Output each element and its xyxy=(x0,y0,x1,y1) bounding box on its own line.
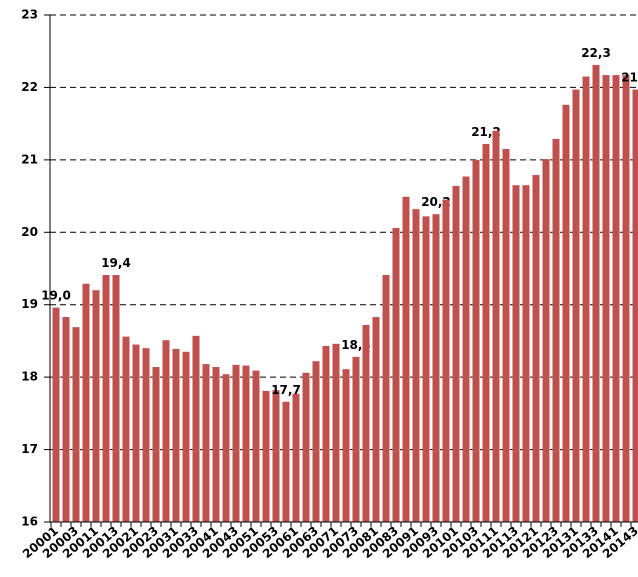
bar xyxy=(572,89,580,522)
bar xyxy=(242,365,250,522)
bar xyxy=(292,393,300,522)
bar xyxy=(362,324,370,522)
bar xyxy=(462,176,470,522)
bar xyxy=(112,275,120,522)
bar xyxy=(342,369,350,522)
bar xyxy=(272,390,280,522)
data-label: 22,3 xyxy=(581,46,611,60)
y-tick-label: 16 xyxy=(21,515,38,529)
bar xyxy=(442,199,450,522)
y-tick-label: 20 xyxy=(21,225,38,239)
bar xyxy=(622,75,630,522)
bar xyxy=(412,209,420,522)
bar xyxy=(162,340,170,522)
bar xyxy=(612,75,620,522)
bar xyxy=(222,374,230,522)
bar xyxy=(452,185,460,522)
y-tick-label: 18 xyxy=(21,370,38,384)
bar xyxy=(82,283,90,522)
bar xyxy=(582,76,590,523)
bar xyxy=(542,159,550,522)
bar xyxy=(502,148,510,522)
bar xyxy=(472,159,480,522)
bar xyxy=(352,356,360,522)
bar xyxy=(332,343,340,522)
bar xyxy=(262,390,270,522)
bar xyxy=(432,214,440,522)
bar xyxy=(92,290,100,522)
bar xyxy=(482,143,490,522)
bar xyxy=(192,335,200,522)
bar xyxy=(382,275,390,522)
bar xyxy=(492,130,500,522)
bar xyxy=(632,89,638,522)
bar xyxy=(562,104,570,522)
data-label: 19,4 xyxy=(101,256,131,270)
y-tick-label: 17 xyxy=(21,442,38,456)
data-label: 21,8 xyxy=(621,71,638,85)
bar xyxy=(532,175,540,522)
bar xyxy=(302,372,310,522)
bar xyxy=(392,227,400,522)
bar xyxy=(232,364,240,522)
bar xyxy=(172,348,180,522)
bar xyxy=(182,351,190,522)
bar xyxy=(202,364,210,522)
bar xyxy=(592,64,600,523)
bar xyxy=(372,317,380,522)
bar xyxy=(52,307,60,522)
y-tick-label: 22 xyxy=(21,80,38,94)
bar xyxy=(312,361,320,522)
bar xyxy=(282,401,290,522)
bar xyxy=(132,344,140,522)
bar xyxy=(212,367,220,522)
y-tick-label: 23 xyxy=(21,8,38,22)
bar xyxy=(522,185,530,522)
bar xyxy=(512,185,520,522)
bar xyxy=(152,367,160,522)
bar xyxy=(322,345,330,522)
bar xyxy=(122,336,130,522)
bar xyxy=(552,138,560,523)
data-label: 17,7 xyxy=(271,383,301,397)
y-tick-label: 21 xyxy=(21,152,38,166)
bar xyxy=(402,196,410,522)
bar xyxy=(72,327,80,522)
bar xyxy=(602,75,610,522)
bar xyxy=(422,216,430,522)
y-tick-label: 19 xyxy=(21,297,38,311)
bar xyxy=(252,370,260,522)
bar xyxy=(142,348,150,522)
bar xyxy=(62,317,70,522)
data-label: 19,0 xyxy=(41,289,71,303)
bar xyxy=(102,275,110,522)
